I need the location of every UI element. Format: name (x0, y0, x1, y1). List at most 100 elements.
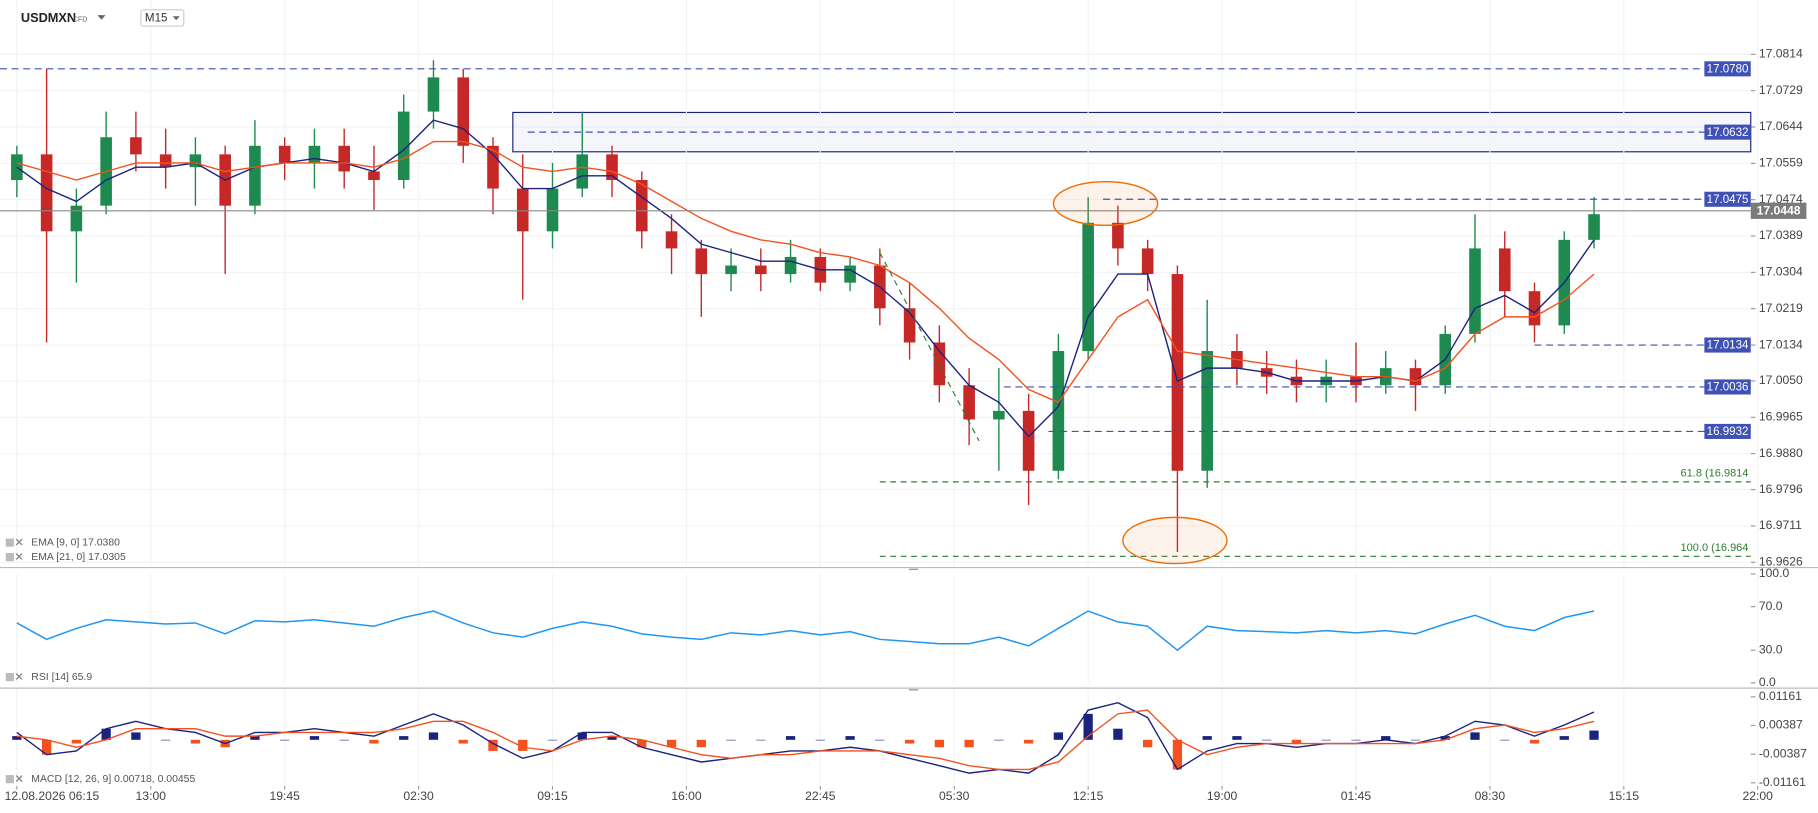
x-tick-label: 01:45 (1341, 789, 1372, 803)
x-tick-label: 02:30 (403, 789, 434, 803)
y-tick-label: 100.0 (1759, 566, 1790, 580)
y-tick-label: 16.9626 (1759, 554, 1803, 568)
market: CFD (73, 17, 87, 24)
legend-label: RSI [14] 65.9 (31, 672, 92, 683)
histogram-bar (1023, 739, 1034, 744)
legend-label: EMA [21, 0] 17.0305 (31, 552, 126, 563)
candle-body (487, 145, 499, 189)
histogram-bar (815, 739, 825, 741)
candle-body (1171, 274, 1184, 471)
histogram-bar (875, 739, 885, 741)
histogram-bar (785, 736, 796, 740)
histogram-bar (1410, 739, 1421, 741)
x-tick-label: 13:00 (136, 789, 167, 803)
candle-body (1052, 351, 1065, 471)
level-label: 16.9932 (1707, 426, 1749, 438)
histogram-bar (726, 739, 736, 741)
candle-body (695, 248, 708, 275)
histogram-bar (1143, 739, 1153, 748)
candle-body (308, 145, 321, 163)
histogram-bar (577, 732, 587, 740)
y-tick-label: 16.9880 (1759, 446, 1803, 460)
y-tick-label: 0.0 (1759, 675, 1776, 689)
legend-close[interactable] (15, 553, 23, 560)
y-tick-label: 0.01161 (1759, 689, 1802, 703)
y-tick-label: 17.0050 (1759, 373, 1803, 387)
highlight-ellipse (1052, 181, 1159, 227)
histogram-bar (12, 736, 22, 740)
legend-close[interactable] (15, 673, 23, 680)
histogram-bar (1262, 739, 1272, 741)
candle-body (338, 145, 350, 172)
level-tag (1704, 124, 1751, 140)
candle-body (1409, 368, 1422, 386)
timeframe-dropdown[interactable] (172, 16, 180, 21)
y-tick-label: 17.0474 (1759, 192, 1803, 206)
candle-body (1498, 248, 1511, 292)
histogram-bar (904, 739, 915, 744)
timeframe[interactable]: M15 (145, 13, 168, 25)
legend-icon[interactable] (5, 673, 14, 682)
candle-body (516, 188, 529, 232)
level-tag (1704, 379, 1751, 395)
candle-body (1201, 351, 1213, 471)
series-line (16, 610, 1595, 652)
histogram-bar (399, 736, 409, 740)
level-label: 17.0036 (1707, 382, 1749, 394)
symbol[interactable]: USDMXN (21, 10, 76, 25)
y-tick-label: 17.0814 (1759, 47, 1803, 61)
histogram-bar (339, 739, 349, 741)
histogram-bar (131, 732, 141, 740)
histogram-bar (1291, 739, 1302, 744)
legend-label: MACD [12, 26, 9] 0.00718, 0.00455 (31, 774, 195, 785)
y-tick-label: 70.0 (1759, 599, 1783, 613)
legend-icon[interactable] (5, 538, 14, 547)
candle-body (1469, 248, 1481, 334)
legend-icon[interactable] (5, 553, 14, 562)
legend-icon[interactable] (5, 775, 14, 784)
current-price-tag (1750, 202, 1807, 219)
x-tick-label: 09:15 (537, 789, 568, 803)
histogram-bar (41, 739, 52, 755)
candle-body (606, 154, 618, 181)
candle-body (576, 154, 589, 189)
histogram-bar (101, 728, 111, 740)
histogram-bar (1500, 739, 1510, 741)
candle-body (1588, 214, 1600, 240)
histogram-bar (1440, 736, 1450, 740)
candle-body (368, 171, 380, 181)
series-line (16, 140, 1595, 404)
candle-body (755, 265, 767, 275)
candle-body (1112, 222, 1124, 249)
trend-line (879, 252, 980, 442)
candle-body (665, 231, 678, 249)
fib-label: 100.0 (16.964 (1681, 542, 1749, 554)
histogram-bar (607, 736, 617, 740)
histogram-bar (250, 736, 260, 740)
histogram-bar (190, 739, 201, 744)
legend-close[interactable] (15, 775, 23, 782)
timeframe-button[interactable] (140, 9, 185, 27)
x-tick-label: 12:15 (1073, 789, 1104, 803)
y-tick-label: 0.00387 (1759, 718, 1803, 732)
y-tick-label: 17.0134 (1759, 337, 1803, 351)
symbol-dropdown[interactable] (97, 15, 106, 20)
y-tick-label: 17.0304 (1759, 265, 1803, 279)
legend-close[interactable] (15, 538, 23, 546)
histogram-bar (1083, 713, 1093, 740)
level-label: 17.0632 (1707, 127, 1749, 139)
histogram-bar (458, 739, 468, 744)
series-line (16, 709, 1595, 771)
y-tick-label: 16.9965 (1759, 410, 1803, 424)
candle-body (844, 265, 856, 283)
x-tick-label: 15:15 (1609, 789, 1640, 803)
candle-body (1528, 291, 1541, 326)
histogram-bar (696, 739, 706, 748)
histogram-bar (1202, 736, 1212, 740)
histogram-bar (1589, 730, 1599, 740)
histogram-bar (369, 739, 379, 744)
candle-body (159, 154, 172, 168)
x-tick-label: 16:00 (671, 789, 702, 803)
